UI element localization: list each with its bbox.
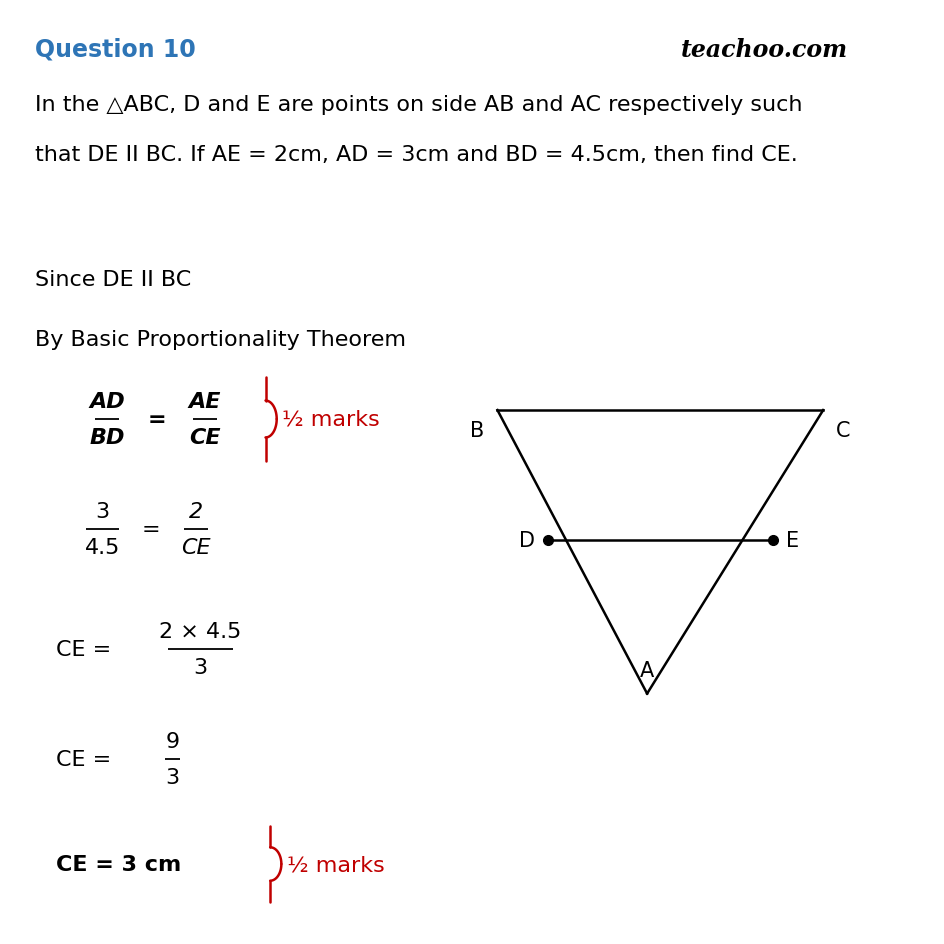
- Text: CE: CE: [189, 428, 221, 447]
- Text: C: C: [835, 421, 850, 441]
- Text: BD: BD: [90, 428, 125, 447]
- Text: Since DE II BC: Since DE II BC: [35, 270, 192, 290]
- Text: ½ marks: ½ marks: [282, 410, 379, 430]
- Text: Question 10: Question 10: [35, 38, 196, 62]
- Text: =: =: [142, 519, 160, 539]
- Text: that DE II BC. If AE = 2cm, AD = 3cm and BD = 4.5cm, then find CE.: that DE II BC. If AE = 2cm, AD = 3cm and…: [35, 144, 798, 165]
- Text: CE =: CE =: [56, 639, 118, 659]
- Text: AD: AD: [89, 392, 125, 412]
- Text: 2 × 4.5: 2 × 4.5: [159, 621, 242, 641]
- Text: AE: AE: [189, 392, 221, 412]
- Text: CE =: CE =: [56, 750, 118, 769]
- Text: In the △ABC, D and E are points on side AB and AC respectively such: In the △ABC, D and E are points on side …: [35, 95, 802, 115]
- Text: 3: 3: [193, 657, 207, 677]
- Text: B: B: [470, 421, 484, 441]
- Text: By Basic Proportionality Theorem: By Basic Proportionality Theorem: [35, 329, 406, 349]
- Text: ½ marks: ½ marks: [287, 854, 384, 874]
- Text: 3: 3: [165, 767, 179, 787]
- Text: CE = 3 cm: CE = 3 cm: [56, 854, 181, 874]
- Text: 3: 3: [95, 501, 110, 521]
- Text: 2: 2: [189, 501, 203, 521]
- Text: D: D: [518, 530, 534, 550]
- Text: E: E: [785, 530, 799, 550]
- Text: CE: CE: [180, 537, 211, 557]
- Text: 4.5: 4.5: [85, 537, 120, 557]
- Text: teachoo.com: teachoo.com: [680, 38, 847, 62]
- Text: A: A: [639, 660, 653, 680]
- Text: =: =: [147, 410, 165, 430]
- Text: 9: 9: [165, 732, 179, 751]
